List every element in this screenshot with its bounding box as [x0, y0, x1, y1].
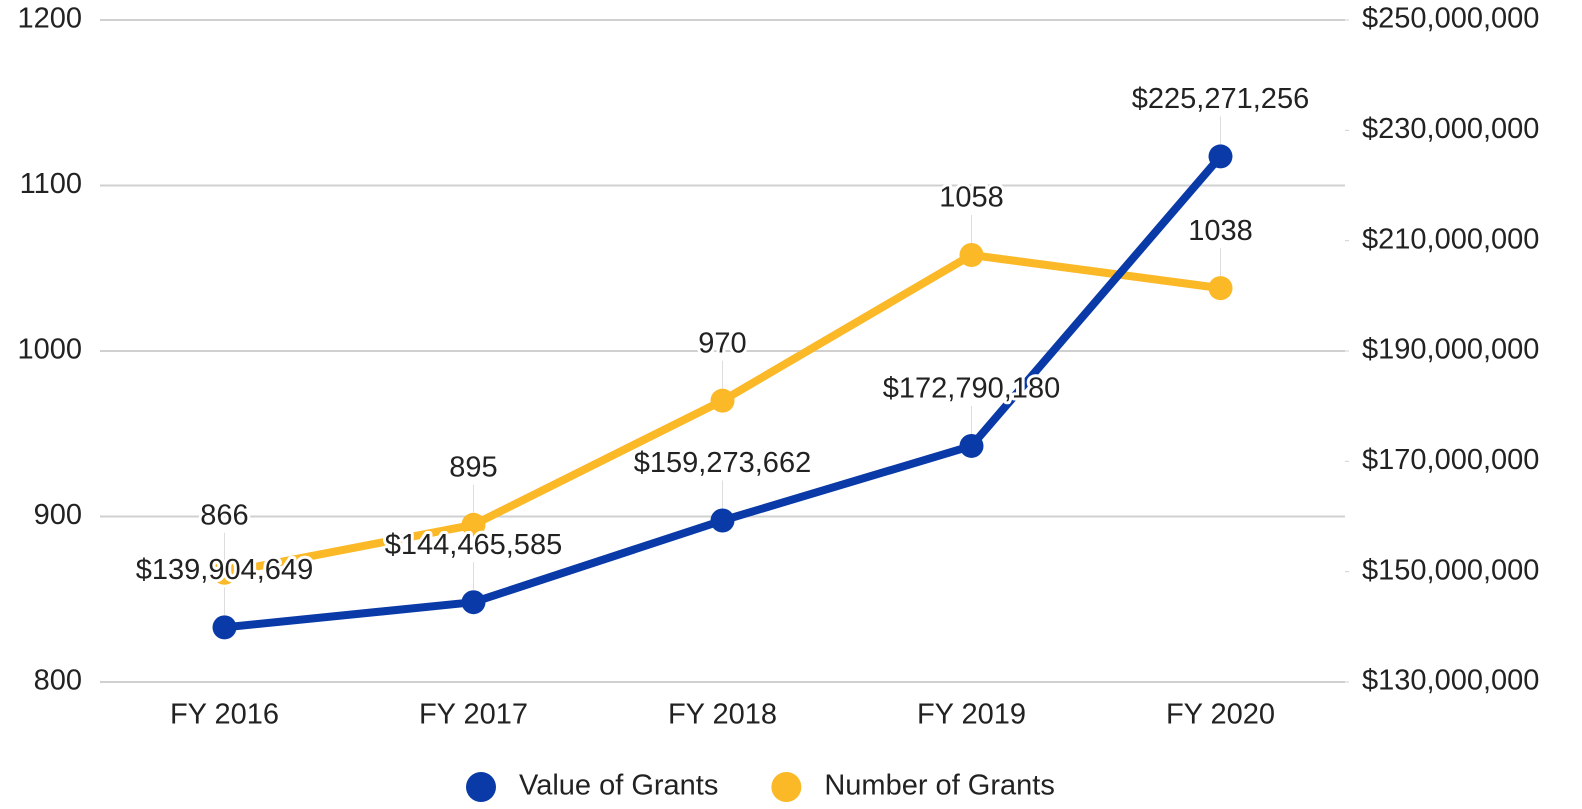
data-label: 895: [449, 451, 497, 483]
legend-label: Value of Grants: [519, 770, 718, 802]
x-tick-label: FY 2017: [419, 699, 528, 731]
data-label: 1038: [1188, 215, 1253, 247]
x-tick-label: FY 2019: [917, 699, 1026, 731]
data-label: $139,904,649: [136, 554, 313, 586]
point: [710, 508, 735, 533]
y2-tick-label: $230,000,000: [1362, 113, 1539, 145]
data-label: 866: [200, 499, 248, 531]
point: [461, 512, 486, 537]
data-label: 1058: [939, 182, 1004, 214]
data-label: $225,271,256: [1132, 83, 1309, 115]
data-label: $159,273,662: [634, 447, 811, 479]
y2-tick-label: $210,000,000: [1362, 223, 1539, 255]
legend-marker: [771, 772, 802, 802]
y2-tick-label: $190,000,000: [1362, 334, 1539, 366]
x-tick-label: FY 2020: [1166, 699, 1275, 731]
point: [959, 433, 984, 458]
legend-marker: [466, 772, 496, 802]
data-label: $144,465,585: [385, 529, 562, 561]
legend-label: Number of Grants: [824, 770, 1054, 802]
y-tick-label: 1200: [17, 3, 82, 35]
point: [1208, 144, 1233, 169]
y2-tick-label: $150,000,000: [1362, 554, 1539, 586]
point: [212, 615, 237, 640]
point: [959, 243, 984, 268]
y-tick-label: 900: [34, 499, 82, 531]
point: [710, 388, 735, 413]
data-label: $172,790,180: [883, 373, 1060, 405]
y2-tick-label: $130,000,000: [1362, 665, 1539, 697]
point: [1208, 276, 1233, 301]
data-label: 970: [698, 327, 746, 359]
point: [212, 560, 237, 585]
x-tick-label: FY 2016: [170, 699, 279, 731]
y-tick-label: 1100: [20, 168, 82, 200]
point: [461, 590, 486, 615]
y2-tick-label: $170,000,000: [1362, 444, 1539, 476]
y2-tick-label: $250,000,000: [1362, 3, 1539, 35]
y-tick-label: 800: [34, 665, 82, 697]
x-tick-label: FY 2018: [668, 699, 777, 731]
y-tick-label: 1000: [17, 334, 82, 366]
